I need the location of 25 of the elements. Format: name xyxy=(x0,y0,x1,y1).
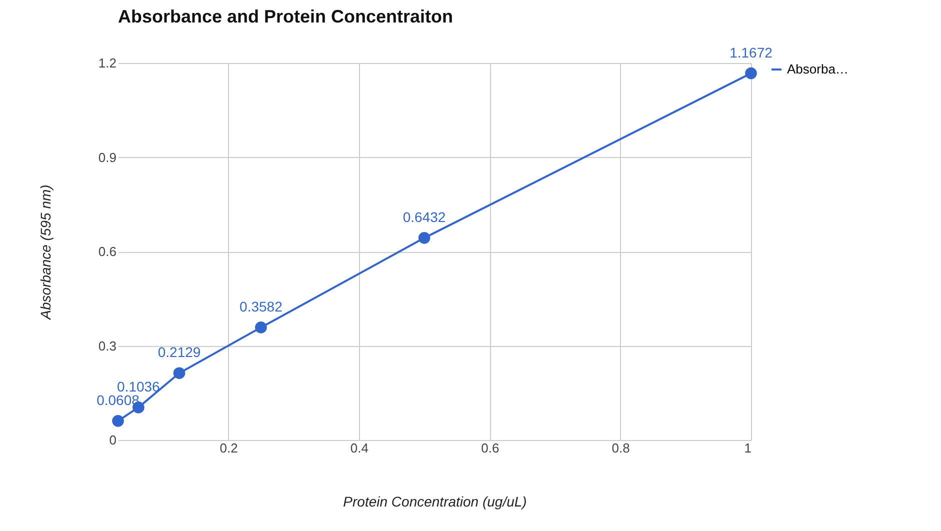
x-tick-label: 0.4 xyxy=(350,440,368,456)
chart-title: Absorbance and Protein Concentraiton xyxy=(118,6,454,26)
point xyxy=(745,67,757,80)
y-axis-title: Absorbance (595 nm) xyxy=(37,184,54,320)
data-label: 0.1036 xyxy=(117,378,160,394)
y-tick-label: 0.9 xyxy=(98,150,116,165)
data-label: 0.0608 xyxy=(96,392,140,408)
legend-label: Absorba… xyxy=(787,62,848,76)
x-tick-label: 0.8 xyxy=(612,440,630,456)
x-tick-label: 1 xyxy=(744,440,752,456)
data-label: 0.2129 xyxy=(158,344,201,360)
x-tick-label: 0.6 xyxy=(481,440,500,456)
x-axis-title: Protein Concentration (ug/uL) xyxy=(343,494,527,510)
point xyxy=(418,232,430,244)
y-tick-label: 0.6 xyxy=(98,244,116,259)
x-tick-label: 0.2 xyxy=(220,440,238,456)
point xyxy=(173,367,186,380)
data-label: 0.6432 xyxy=(402,208,446,225)
data-label: 1.1672 xyxy=(730,44,773,60)
point xyxy=(255,322,267,334)
point xyxy=(112,414,124,427)
data-label: 0.3582 xyxy=(240,298,283,314)
y-tick-label: 1.2 xyxy=(98,56,116,70)
y-tick-label: 0.3 xyxy=(98,338,116,354)
y-tick-label: 0 xyxy=(109,432,116,448)
